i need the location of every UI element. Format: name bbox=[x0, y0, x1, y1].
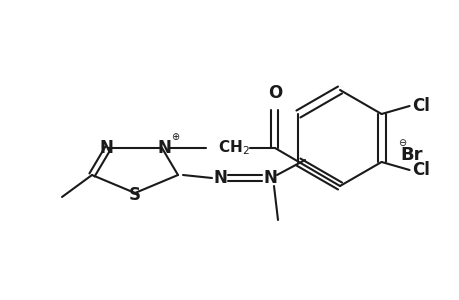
Text: N: N bbox=[99, 139, 113, 157]
Text: Cl: Cl bbox=[412, 161, 430, 179]
Text: $\ominus$: $\ominus$ bbox=[397, 136, 406, 148]
Text: N: N bbox=[157, 139, 171, 157]
Text: CH$_2$: CH$_2$ bbox=[218, 139, 249, 157]
Text: O: O bbox=[267, 84, 281, 102]
Text: S: S bbox=[129, 186, 141, 204]
Text: N: N bbox=[263, 169, 276, 187]
Text: N: N bbox=[213, 169, 226, 187]
Text: Cl: Cl bbox=[412, 97, 430, 115]
Text: Br: Br bbox=[399, 146, 421, 164]
Text: $\oplus$: $\oplus$ bbox=[171, 130, 180, 142]
